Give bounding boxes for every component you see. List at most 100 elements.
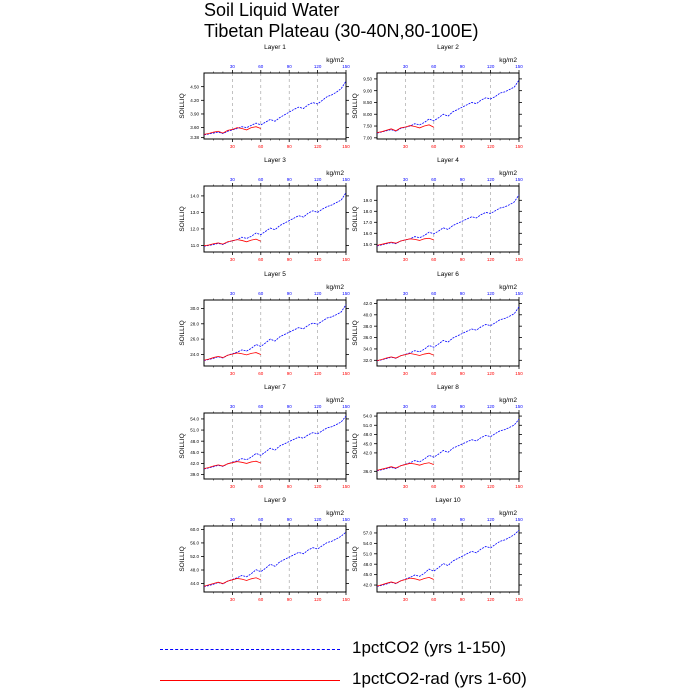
- panel-title: Layer 7: [264, 384, 286, 391]
- x-tick-label-bottom: 30: [403, 371, 409, 376]
- x-tick-label-bottom: 60: [431, 484, 437, 489]
- x-tick-label-bottom: 150: [342, 144, 350, 149]
- x-tick-label-bottom: 90: [460, 144, 466, 149]
- panel-units: kg/m2: [326, 397, 344, 404]
- y-tick-label: 48.0: [363, 562, 372, 567]
- x-tick-label-bottom: 90: [460, 371, 466, 376]
- x-tick-label-top: 150: [515, 177, 523, 182]
- series-line-1pctco2-rad: [203, 352, 261, 361]
- panel-ylabel: SOILLIQ: [352, 206, 359, 231]
- x-tick-label-bottom: 30: [403, 144, 409, 149]
- y-tick-label: 42.0: [363, 583, 372, 588]
- x-tick-label-bottom: 90: [287, 257, 293, 262]
- panel-title: Layer 9: [264, 497, 286, 504]
- x-tick-label-top: 150: [342, 517, 350, 522]
- x-tick-label-bottom: 120: [314, 257, 322, 262]
- x-tick-label-bottom: 150: [515, 257, 523, 262]
- panel-ylabel: SOILLIQ: [352, 320, 359, 345]
- y-tick-label: 40.0: [363, 312, 372, 317]
- x-tick-label-top: 30: [403, 404, 409, 409]
- y-tick-label: 52.0: [190, 554, 199, 559]
- y-tick-label: 51.0: [363, 551, 372, 556]
- x-tick-label-bottom: 30: [403, 484, 409, 489]
- x-tick-label-bottom: 120: [314, 484, 322, 489]
- y-tick-label: 38.0: [363, 324, 372, 329]
- series-line-1pctco2-rad: [376, 576, 434, 587]
- x-tick-label-top: 120: [487, 177, 495, 182]
- plot-frame: [203, 525, 347, 593]
- x-tick-label-top: 30: [230, 64, 236, 69]
- x-tick-label-bottom: 120: [487, 597, 495, 602]
- x-tick-label-top: 60: [258, 177, 264, 182]
- y-tick-label: 16.0: [363, 231, 372, 236]
- x-tick-label-bottom: 90: [460, 597, 466, 602]
- x-tick-label-top: 90: [287, 177, 293, 182]
- x-tick-label-top: 30: [403, 64, 409, 69]
- x-tick-label-top: 90: [287, 404, 293, 409]
- x-tick-label-top: 120: [487, 404, 495, 409]
- x-tick-label-bottom: 30: [230, 371, 236, 376]
- x-tick-label-top: 60: [431, 291, 437, 296]
- y-tick-label: 51.0: [190, 428, 199, 433]
- x-tick-label-bottom: 90: [287, 371, 293, 376]
- panel-units: kg/m2: [499, 284, 517, 291]
- x-tick-label-bottom: 60: [258, 371, 264, 376]
- x-tick-label-top: 150: [515, 291, 523, 296]
- x-tick-label-top: 150: [342, 291, 350, 296]
- x-tick-label-top: 30: [230, 177, 236, 182]
- x-tick-label-top: 60: [431, 517, 437, 522]
- chart-title: Soil Liquid Water Tibetan Plateau (30-40…: [204, 0, 479, 42]
- x-tick-label-bottom: 30: [403, 257, 409, 262]
- plot-frame: [376, 525, 520, 593]
- y-tick-label: 42.0: [363, 451, 372, 456]
- x-tick-label-top: 150: [515, 404, 523, 409]
- panel-ylabel: SOILLIQ: [352, 433, 359, 458]
- x-tick-label-top: 60: [431, 404, 437, 409]
- series-line-1pctco2: [203, 531, 347, 587]
- panel-units: kg/m2: [499, 510, 517, 517]
- x-tick-label-top: 120: [314, 64, 322, 69]
- y-tick-label: 60.0: [190, 527, 199, 532]
- x-tick-label-top: 120: [314, 404, 322, 409]
- x-tick-label-bottom: 60: [258, 144, 264, 149]
- panel-layer-2: Layer 2 kg/m2 SOILLIQ 30 30 60 60 90 90 120 120 150…: [352, 44, 523, 149]
- x-tick-label-top: 90: [460, 177, 466, 182]
- series-line-1pctco2: [376, 529, 520, 587]
- x-tick-label-bottom: 150: [342, 257, 350, 262]
- x-tick-label-top: 60: [431, 64, 437, 69]
- x-tick-label-bottom: 120: [487, 484, 495, 489]
- x-tick-label-top: 90: [460, 517, 466, 522]
- panel-title: Layer 3: [264, 157, 286, 164]
- x-tick-label-top: 60: [258, 517, 264, 522]
- y-tick-label: 48.0: [363, 432, 372, 437]
- x-tick-label-bottom: 150: [342, 597, 350, 602]
- y-tick-label: 3.90: [190, 112, 199, 117]
- y-tick-label: 30.0: [190, 306, 199, 311]
- y-tick-label: 56.0: [190, 541, 199, 546]
- panel-ylabel: SOILLIQ: [179, 433, 186, 458]
- panel-ylabel: SOILLIQ: [179, 320, 186, 345]
- panel-units: kg/m2: [326, 170, 344, 177]
- panel-ylabel: SOILLIQ: [352, 546, 359, 571]
- x-tick-label-top: 90: [460, 64, 466, 69]
- x-tick-label-top: 60: [258, 404, 264, 409]
- panel-ylabel: SOILLIQ: [179, 206, 186, 231]
- x-tick-label-bottom: 60: [431, 371, 437, 376]
- legend-line-solid: [160, 680, 340, 681]
- x-tick-label-top: 120: [487, 291, 495, 296]
- panel-units: kg/m2: [326, 510, 344, 517]
- y-tick-label: 57.0: [363, 531, 372, 536]
- y-tick-label: 54.0: [363, 541, 372, 546]
- x-tick-label-top: 90: [460, 291, 466, 296]
- x-tick-label-bottom: 90: [287, 144, 293, 149]
- y-tick-label: 54.0: [363, 414, 372, 419]
- layer-panels: Layer 1 kg/m2 SOILLIQ 30 30 60 60 90 90 120 120 150…: [179, 44, 523, 602]
- x-tick-label-top: 30: [230, 291, 236, 296]
- x-tick-label-bottom: 150: [515, 144, 523, 149]
- x-tick-label-top: 90: [287, 291, 293, 296]
- y-tick-label: 32.0: [363, 358, 372, 363]
- plot-frame: [376, 72, 520, 140]
- y-tick-label: 54.0: [190, 417, 199, 422]
- y-tick-label: 34.0: [363, 347, 372, 352]
- panel-title: Layer 6: [437, 271, 459, 278]
